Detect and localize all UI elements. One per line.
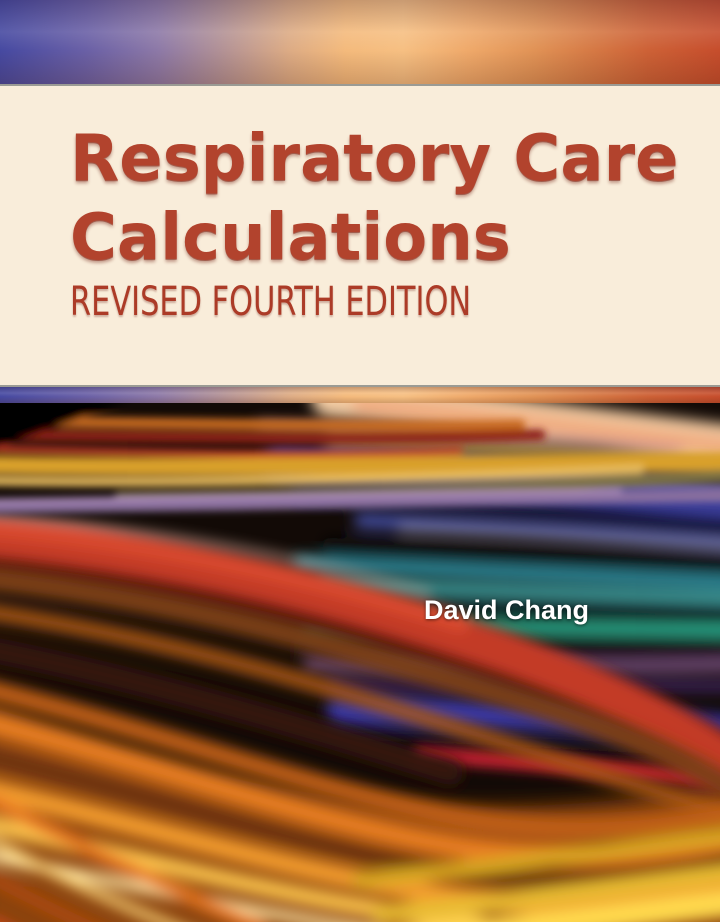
author-name: David Chang bbox=[424, 595, 590, 625]
book-title: Respiratory Care Calculations bbox=[70, 120, 679, 278]
top-gradient-bar bbox=[0, 0, 720, 86]
middle-gradient-bar bbox=[0, 385, 720, 403]
title-panel: Respiratory Care Calculations REVISED FOU… bbox=[0, 86, 720, 385]
title-line2: Calculations bbox=[70, 201, 511, 275]
abstract-silk-art bbox=[0, 403, 720, 922]
title-line1: Respiratory Care bbox=[70, 122, 679, 196]
cover-art bbox=[0, 403, 720, 922]
edition-label: REVISED FOURTH EDITION bbox=[70, 279, 472, 325]
